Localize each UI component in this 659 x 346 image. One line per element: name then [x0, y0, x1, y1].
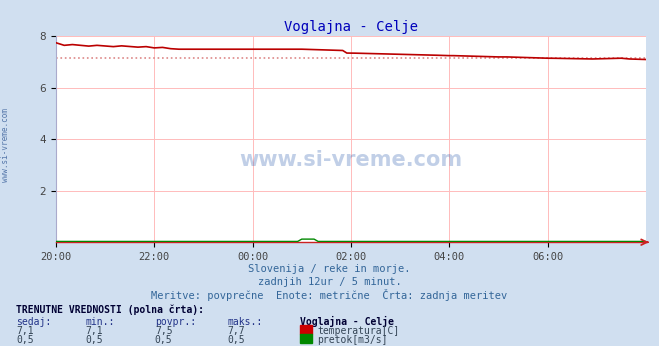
Text: min.:: min.: [86, 317, 115, 327]
Text: Meritve: povprečne  Enote: metrične  Črta: zadnja meritev: Meritve: povprečne Enote: metrične Črta:… [152, 289, 507, 301]
Text: TRENUTNE VREDNOSTI (polna črta):: TRENUTNE VREDNOSTI (polna črta): [16, 304, 204, 315]
Text: maks.:: maks.: [227, 317, 262, 327]
Text: www.si-vreme.com: www.si-vreme.com [1, 108, 10, 182]
Text: 0,5: 0,5 [86, 335, 103, 345]
Text: zadnjih 12ur / 5 minut.: zadnjih 12ur / 5 minut. [258, 277, 401, 288]
Text: pretok[m3/s]: pretok[m3/s] [317, 335, 387, 345]
Text: www.si-vreme.com: www.si-vreme.com [239, 150, 463, 170]
Text: 0,5: 0,5 [155, 335, 173, 345]
Text: temperatura[C]: temperatura[C] [317, 326, 399, 336]
Text: 0,5: 0,5 [227, 335, 245, 345]
Text: 7,5: 7,5 [155, 326, 173, 336]
Text: 7,1: 7,1 [16, 326, 34, 336]
Text: 0,5: 0,5 [16, 335, 34, 345]
Text: Slovenija / reke in morje.: Slovenija / reke in morje. [248, 264, 411, 274]
Text: 7,7: 7,7 [227, 326, 245, 336]
Text: Voglajna - Celje: Voglajna - Celje [300, 316, 394, 327]
Text: povpr.:: povpr.: [155, 317, 196, 327]
Title: Voglajna - Celje: Voglajna - Celje [284, 20, 418, 34]
Text: sedaj:: sedaj: [16, 317, 51, 327]
Text: 7,1: 7,1 [86, 326, 103, 336]
